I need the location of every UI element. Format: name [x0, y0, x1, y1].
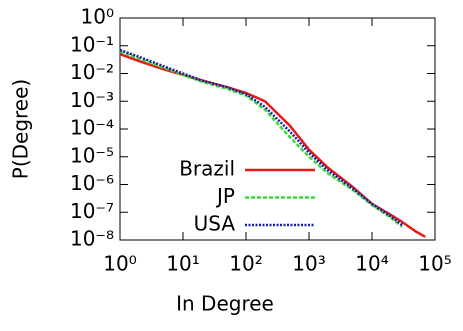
x-tick-label: 10⁰: [103, 252, 136, 276]
y-tick-label: 10⁻⁸: [70, 227, 114, 251]
x-tick-label: 10⁴: [355, 252, 388, 276]
x-tick-label: 10⁵: [418, 252, 451, 276]
y-tick-label: 10⁻⁷: [70, 199, 114, 223]
legend-label: Brazil: [179, 157, 235, 181]
y-tick-label: 10⁻⁶: [70, 171, 114, 195]
y-tick-label: 10⁻¹: [70, 32, 114, 56]
x-tick-label: 10²: [229, 252, 262, 276]
legend-label: USA: [194, 212, 236, 236]
plot-frame: [119, 17, 436, 241]
x-tick-label: 10³: [292, 252, 325, 276]
y-tick-label: 10⁻³: [70, 88, 114, 112]
x-axis-label: In Degree: [176, 292, 274, 316]
y-tick-label: 10⁻⁵: [70, 143, 114, 167]
series-line: [119, 50, 403, 228]
y-tick-label: 10⁻²: [70, 60, 114, 84]
x-tick-label: 10¹: [166, 252, 199, 276]
y-tick-label: 10⁻⁴: [70, 116, 114, 140]
y-tick-label: 10⁰: [81, 5, 114, 29]
legend-label: JP: [215, 184, 235, 208]
series-line: [119, 48, 403, 226]
y-axis-label: P(Degree): [9, 79, 33, 179]
